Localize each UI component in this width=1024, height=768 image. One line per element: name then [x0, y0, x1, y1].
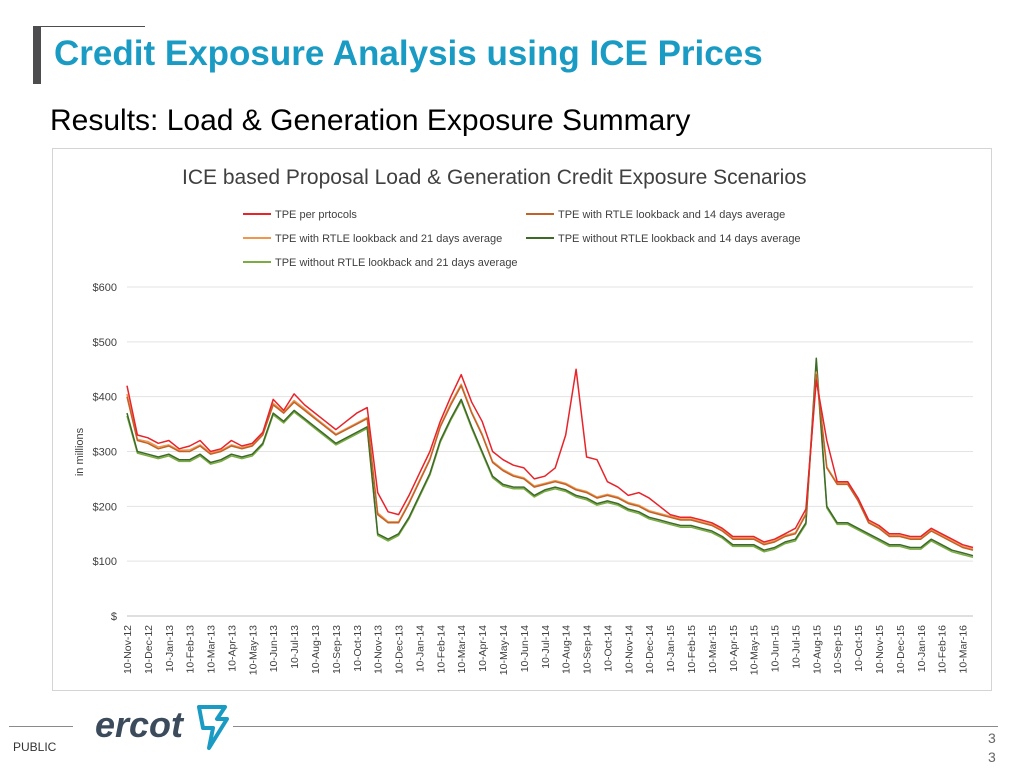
- page-number: 3 3: [988, 729, 996, 767]
- series-line: [126, 357, 974, 557]
- x-tick-label: 10-Jun-15: [770, 625, 782, 672]
- page-number-bottom: 3: [988, 749, 996, 765]
- series-line: [126, 373, 974, 551]
- x-tick-label: 10-Feb-16: [937, 625, 949, 674]
- ercot-logo: ercot: [95, 704, 229, 750]
- series-line: [126, 363, 974, 559]
- x-tick-label: 10-Feb-13: [185, 625, 197, 674]
- x-tick-label: 10-Nov-15: [874, 625, 886, 674]
- x-tick-label: 10-Feb-15: [686, 625, 698, 674]
- footer-rule-left: [9, 726, 73, 727]
- x-tick-label: 10-Oct-15: [853, 625, 865, 672]
- title-accent-rule: [41, 26, 145, 27]
- x-tick-label: 10-Oct-14: [602, 625, 614, 672]
- legend-label: TPE with RTLE lookback and 14 days avera…: [558, 209, 785, 221]
- x-tick-label: 10-Aug-13: [310, 625, 322, 674]
- x-tick-label: 10-Sep-14: [582, 625, 594, 674]
- page-number-top: 3: [988, 730, 996, 746]
- chart-title: ICE based Proposal Load & Generation Cre…: [182, 166, 807, 189]
- legend-label: TPE without RTLE lookback and 14 days av…: [558, 233, 801, 245]
- logo-bolt-icon: [197, 705, 229, 750]
- x-axis: 10-Nov-12 10-Dec-12 10-Jan-13 10-Feb-13 10-M…: [122, 625, 970, 675]
- y-axis: $ $100 $200 $300 $400 $500 $600: [93, 282, 117, 623]
- x-tick-label: 10-Aug-15: [811, 625, 823, 674]
- chart-legend: TPE per prtocols TPE with RTLE lookback a…: [243, 209, 801, 269]
- chart-series: [126, 357, 974, 559]
- y-tick-label: $: [111, 611, 117, 623]
- x-tick-label: 10-Jun-13: [268, 625, 280, 672]
- chart-grid: [127, 286, 973, 617]
- x-tick-label: 10-May-13: [247, 625, 259, 675]
- x-tick-label: 10-Mar-15: [707, 625, 719, 674]
- x-tick-label: 10-Jan-16: [916, 625, 928, 672]
- y-tick-label: $200: [93, 501, 117, 513]
- x-tick-label: 10-Apr-15: [728, 625, 740, 672]
- legend-label: TPE per prtocols: [275, 209, 357, 221]
- legend-label: TPE with RTLE lookback and 21 days avera…: [275, 233, 502, 245]
- x-tick-label: 10-Jan-13: [164, 625, 176, 672]
- slide-title: Credit Exposure Analysis using ICE Price…: [54, 34, 763, 73]
- x-tick-label: 10-Nov-12: [122, 625, 134, 674]
- x-tick-label: 10-Mar-16: [958, 625, 970, 674]
- title-accent-bar: [33, 26, 41, 84]
- x-tick-label: 10-Sep-15: [832, 625, 844, 674]
- x-tick-label: 10-Mar-13: [206, 625, 218, 674]
- slide-subtitle: Results: Load & Generation Exposure Summ…: [50, 104, 691, 137]
- y-tick-label: $500: [93, 337, 117, 349]
- x-tick-label: 10-Feb-14: [435, 625, 447, 674]
- x-tick-label: 10-Nov-14: [623, 625, 635, 674]
- x-tick-label: 10-May-15: [749, 625, 761, 675]
- y-tick-label: $400: [93, 392, 117, 404]
- y-tick-label: $100: [93, 556, 117, 568]
- legend-label: TPE without RTLE lookback and 21 days av…: [275, 257, 518, 269]
- x-tick-label: 10-Sep-13: [331, 625, 343, 674]
- chart-frame: ICE based Proposal Load & Generation Cre…: [52, 148, 992, 691]
- x-tick-label: 10-Jul-14: [540, 625, 552, 669]
- x-tick-label: 10-Jan-15: [665, 625, 677, 672]
- y-axis-label: in millions: [74, 427, 86, 476]
- footer-rule-right: [233, 726, 998, 727]
- x-tick-label: 10-Nov-13: [373, 625, 385, 674]
- x-tick-label: 10-Jul-15: [790, 625, 802, 669]
- x-tick-label: 10-Oct-13: [352, 625, 364, 672]
- x-tick-label: 10-Apr-13: [226, 625, 238, 672]
- y-tick-label: $300: [93, 447, 117, 459]
- x-tick-label: 10-Dec-15: [895, 625, 907, 674]
- x-tick-label: 10-Mar-14: [456, 625, 468, 674]
- footer-public-label: PUBLIC: [13, 740, 57, 754]
- x-tick-label: 10-Dec-12: [143, 625, 155, 674]
- x-tick-label: 10-Jul-13: [289, 625, 301, 669]
- x-tick-label: 10-Apr-14: [477, 625, 489, 672]
- y-tick-label: $600: [93, 282, 117, 294]
- x-tick-label: 10-Dec-13: [394, 625, 406, 674]
- x-tick-label: 10-Aug-14: [561, 625, 573, 674]
- series-line: [126, 368, 974, 549]
- x-tick-label: 10-Jan-14: [414, 625, 426, 672]
- exposure-line-chart: ICE based Proposal Load & Generation Cre…: [74, 166, 974, 675]
- x-tick-label: 10-Dec-14: [644, 625, 656, 674]
- x-tick-label: 10-May-14: [498, 625, 510, 675]
- logo-wordmark: ercot: [95, 704, 185, 745]
- x-tick-label: 10-Jun-14: [519, 625, 531, 672]
